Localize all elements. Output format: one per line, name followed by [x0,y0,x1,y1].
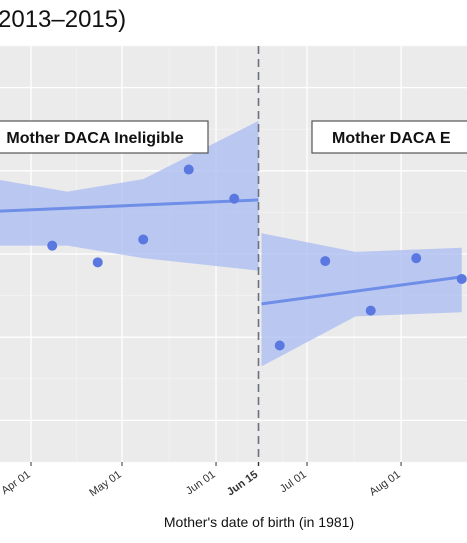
data-point [411,253,422,264]
panel-label-left: Mother DACA Ineligible [0,120,209,154]
data-point [456,273,467,284]
data-point [320,256,331,267]
data-point [274,340,285,351]
panel-label-eligible: Mother DACA E [332,130,451,147]
label-box [311,120,467,154]
data-point [229,193,240,204]
fit-lines [0,198,462,306]
x-tick-label: Jul 01 [278,469,309,496]
data-point [47,240,58,251]
confidence-ribbons [0,120,462,367]
x-axis-ticks: Apr 01 May 01 Jun 01 Jun 15 Jul 01 Aug 01 [0,462,403,499]
chart-title: 2013–2015) [0,6,127,33]
data-points [47,164,467,351]
x-axis-title: Mother's date of birth (in 1981) [164,514,354,530]
data-point [183,164,194,175]
x-tick-label: May 01 [87,469,123,500]
panel-labels: Mother DACA Ineligible Mother DACA E [0,120,467,154]
confidence-band [261,233,462,367]
x-tick-label: Jun 01 [184,469,218,498]
fit-line [261,275,462,306]
label-box [0,120,209,154]
fit-line [0,198,259,213]
data-point [365,305,376,316]
confidence-band [0,120,259,271]
panel-label-right: Mother DACA E [311,120,467,154]
x-tick-label: Jun 15 [225,469,260,499]
panel-label-ineligible: Mother DACA Ineligible [6,130,183,147]
x-tick-label: Aug 01 [367,469,402,499]
x-tick-label: Apr 01 [0,469,33,497]
data-point [92,257,103,268]
data-point [138,234,149,245]
